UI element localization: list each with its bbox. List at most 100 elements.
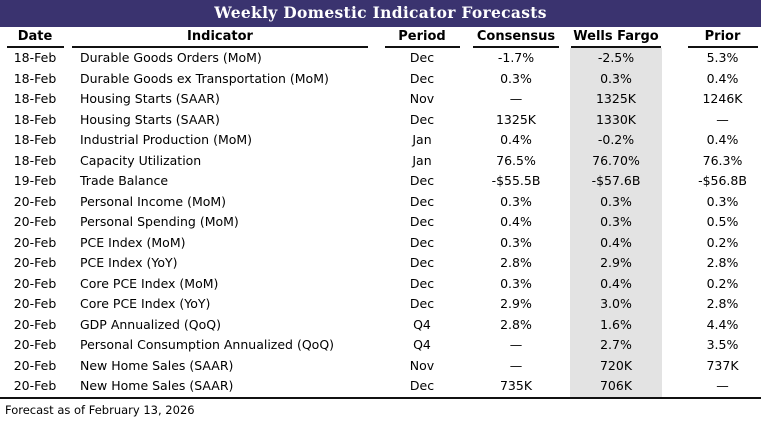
column-header-date: Date <box>0 27 70 48</box>
cell-indicator: Durable Goods ex Transportation (MoM) <box>80 70 329 86</box>
cell-date: 20-Feb <box>13 214 57 229</box>
cell-prior: 0.5% <box>706 214 739 229</box>
table-row: 18-Feb Durable Goods Orders (MoM) Dec -1.7%… <box>0 48 761 69</box>
cell-indicator: Personal Income (MoM) <box>80 193 227 209</box>
cell-indicator: Housing Starts (SAAR) <box>80 91 220 106</box>
cell-consensus: 735K <box>499 378 533 393</box>
table-row: 19-Feb Trade Balance Dec -$55.5B -$57.6B -$56… <box>0 171 761 192</box>
cell-prior: 0.2% <box>706 234 739 250</box>
cell-prior: 2.8% <box>706 296 739 311</box>
header-row: Date Indicator Period Consensus Wells Fa… <box>0 27 761 48</box>
cell-date: 18-Feb <box>13 111 57 127</box>
cell-period: Dec <box>409 193 435 209</box>
cell-period: Dec <box>409 214 435 229</box>
table-row: 18-Feb Industrial Production (MoM) Jan 0.4%… <box>0 130 761 151</box>
cell-period: Q4 <box>413 316 431 332</box>
cell-prior: — <box>716 111 729 127</box>
cell-date: 19-Feb <box>13 173 57 188</box>
table-row: 18-Feb Durable Goods ex Transportation (M… <box>0 68 761 89</box>
cell-wells-fargo: 76.70% <box>570 150 662 171</box>
cell-period: Dec <box>409 296 435 311</box>
cell-prior: 2.8% <box>706 255 739 270</box>
cell-consensus: 0.3% <box>500 234 532 250</box>
cell-date: 20-Feb <box>13 337 57 352</box>
cell-wells-fargo: 3.0% <box>570 294 662 315</box>
cell-indicator: Durable Goods Orders (MoM) <box>80 50 262 65</box>
cell-wells-fargo: 0.3% <box>570 212 662 233</box>
cell-period: Dec <box>409 255 435 270</box>
cell-prior: 0.4% <box>706 132 739 147</box>
cell-consensus: 2.9% <box>500 296 532 311</box>
cell-date: 20-Feb <box>13 275 57 291</box>
cell-indicator: Core PCE Index (YoY) <box>80 296 211 311</box>
cell-consensus: 76.5% <box>496 152 536 168</box>
column-header-wells-fargo: Wells Fargo <box>570 27 662 48</box>
column-header-prior: Prior <box>662 27 761 48</box>
cell-wells-fargo: -2.5% <box>570 48 662 69</box>
cell-wells-fargo: 0.3% <box>570 191 662 212</box>
cell-period: Dec <box>409 378 435 393</box>
cell-wells-fargo: 0.3% <box>570 68 662 89</box>
cell-indicator: Personal Consumption Annualized (QoQ) <box>80 337 335 352</box>
cell-prior: — <box>716 378 729 393</box>
table-row: 20-Feb New Home Sales (SAAR) Nov — 720K 737K <box>0 355 761 376</box>
cell-period: Nov <box>409 91 435 106</box>
cell-date: 20-Feb <box>13 378 57 393</box>
page-title: Weekly Domestic Indicator Forecasts <box>214 3 547 22</box>
cell-wells-fargo: 1325K <box>570 89 662 110</box>
cell-prior: 0.2% <box>706 275 739 291</box>
cell-consensus: -1.7% <box>497 50 535 65</box>
cell-indicator: New Home Sales (SAAR) <box>80 357 234 373</box>
table-row: 20-Feb GDP Annualized (QoQ) Q4 2.8% 1.6% 4.4% <box>0 314 761 335</box>
table-row: 18-Feb Housing Starts (SAAR) Dec 1325K 1330K… <box>0 109 761 130</box>
cell-indicator: New Home Sales (SAAR) <box>80 378 234 393</box>
cell-indicator: Capacity Utilization <box>80 152 202 168</box>
table-row: 20-Feb New Home Sales (SAAR) Dec 735K 706K — <box>0 376 761 397</box>
cell-period: Jan <box>412 152 432 168</box>
cell-date: 20-Feb <box>13 193 57 209</box>
cell-date: 20-Feb <box>13 316 57 332</box>
table-row: 18-Feb Capacity Utilization Jan 76.5% 76.70%… <box>0 150 761 171</box>
cell-consensus: — <box>509 337 523 352</box>
cell-period: Nov <box>409 357 435 373</box>
cell-indicator: Trade Balance <box>80 173 169 188</box>
cell-consensus: — <box>509 357 523 373</box>
table-row: 20-Feb Personal Consumption Annualized (Q… <box>0 335 761 356</box>
table-row: 18-Feb Housing Starts (SAAR) Nov — 1325K 1246… <box>0 89 761 110</box>
cell-indicator: GDP Annualized (QoQ) <box>80 316 221 332</box>
cell-prior: 5.3% <box>706 50 739 65</box>
cell-date: 20-Feb <box>13 255 57 270</box>
cell-wells-fargo: 720K <box>570 355 662 376</box>
cell-consensus: 2.8% <box>500 255 532 270</box>
cell-indicator: Core PCE Index (MoM) <box>80 275 219 291</box>
column-header-indicator: Indicator <box>70 27 382 48</box>
cell-period: Dec <box>409 70 435 86</box>
cell-indicator: Industrial Production (MoM) <box>80 132 253 147</box>
cell-date: 18-Feb <box>13 91 57 106</box>
cell-indicator: PCE Index (YoY) <box>80 255 178 270</box>
cell-consensus: — <box>509 91 523 106</box>
table-row: 20-Feb Personal Spending (MoM) Dec 0.4% 0.3%… <box>0 212 761 233</box>
cell-prior: 3.5% <box>706 337 739 352</box>
cell-consensus: 1325K <box>495 111 536 127</box>
table-row: 20-Feb Personal Income (MoM) Dec 0.3% 0.3% 0.… <box>0 191 761 212</box>
cell-period: Dec <box>409 275 435 291</box>
cell-consensus: -$55.5B <box>491 173 541 188</box>
cell-wells-fargo: 2.7% <box>570 335 662 356</box>
cell-consensus: 0.3% <box>500 193 532 209</box>
cell-period: Q4 <box>413 337 431 352</box>
cell-date: 18-Feb <box>13 70 57 86</box>
cell-wells-fargo: 2.9% <box>570 253 662 274</box>
cell-prior: 4.4% <box>706 316 739 332</box>
cell-prior: 0.4% <box>706 70 739 86</box>
cell-prior: 76.3% <box>702 152 743 168</box>
cell-consensus: 2.8% <box>500 316 532 332</box>
cell-prior: -$56.8B <box>698 173 747 188</box>
cell-date: 18-Feb <box>13 50 57 65</box>
column-header-period: Period <box>382 27 462 48</box>
footer-divider <box>0 396 761 399</box>
cell-indicator: PCE Index (MoM) <box>80 234 186 250</box>
forecast-table: Date Indicator Period Consensus Wells Fa… <box>0 27 761 397</box>
cell-consensus: 0.3% <box>500 275 532 291</box>
table-row: 20-Feb Core PCE Index (MoM) Dec 0.3% 0.4% 0.2… <box>0 273 761 294</box>
